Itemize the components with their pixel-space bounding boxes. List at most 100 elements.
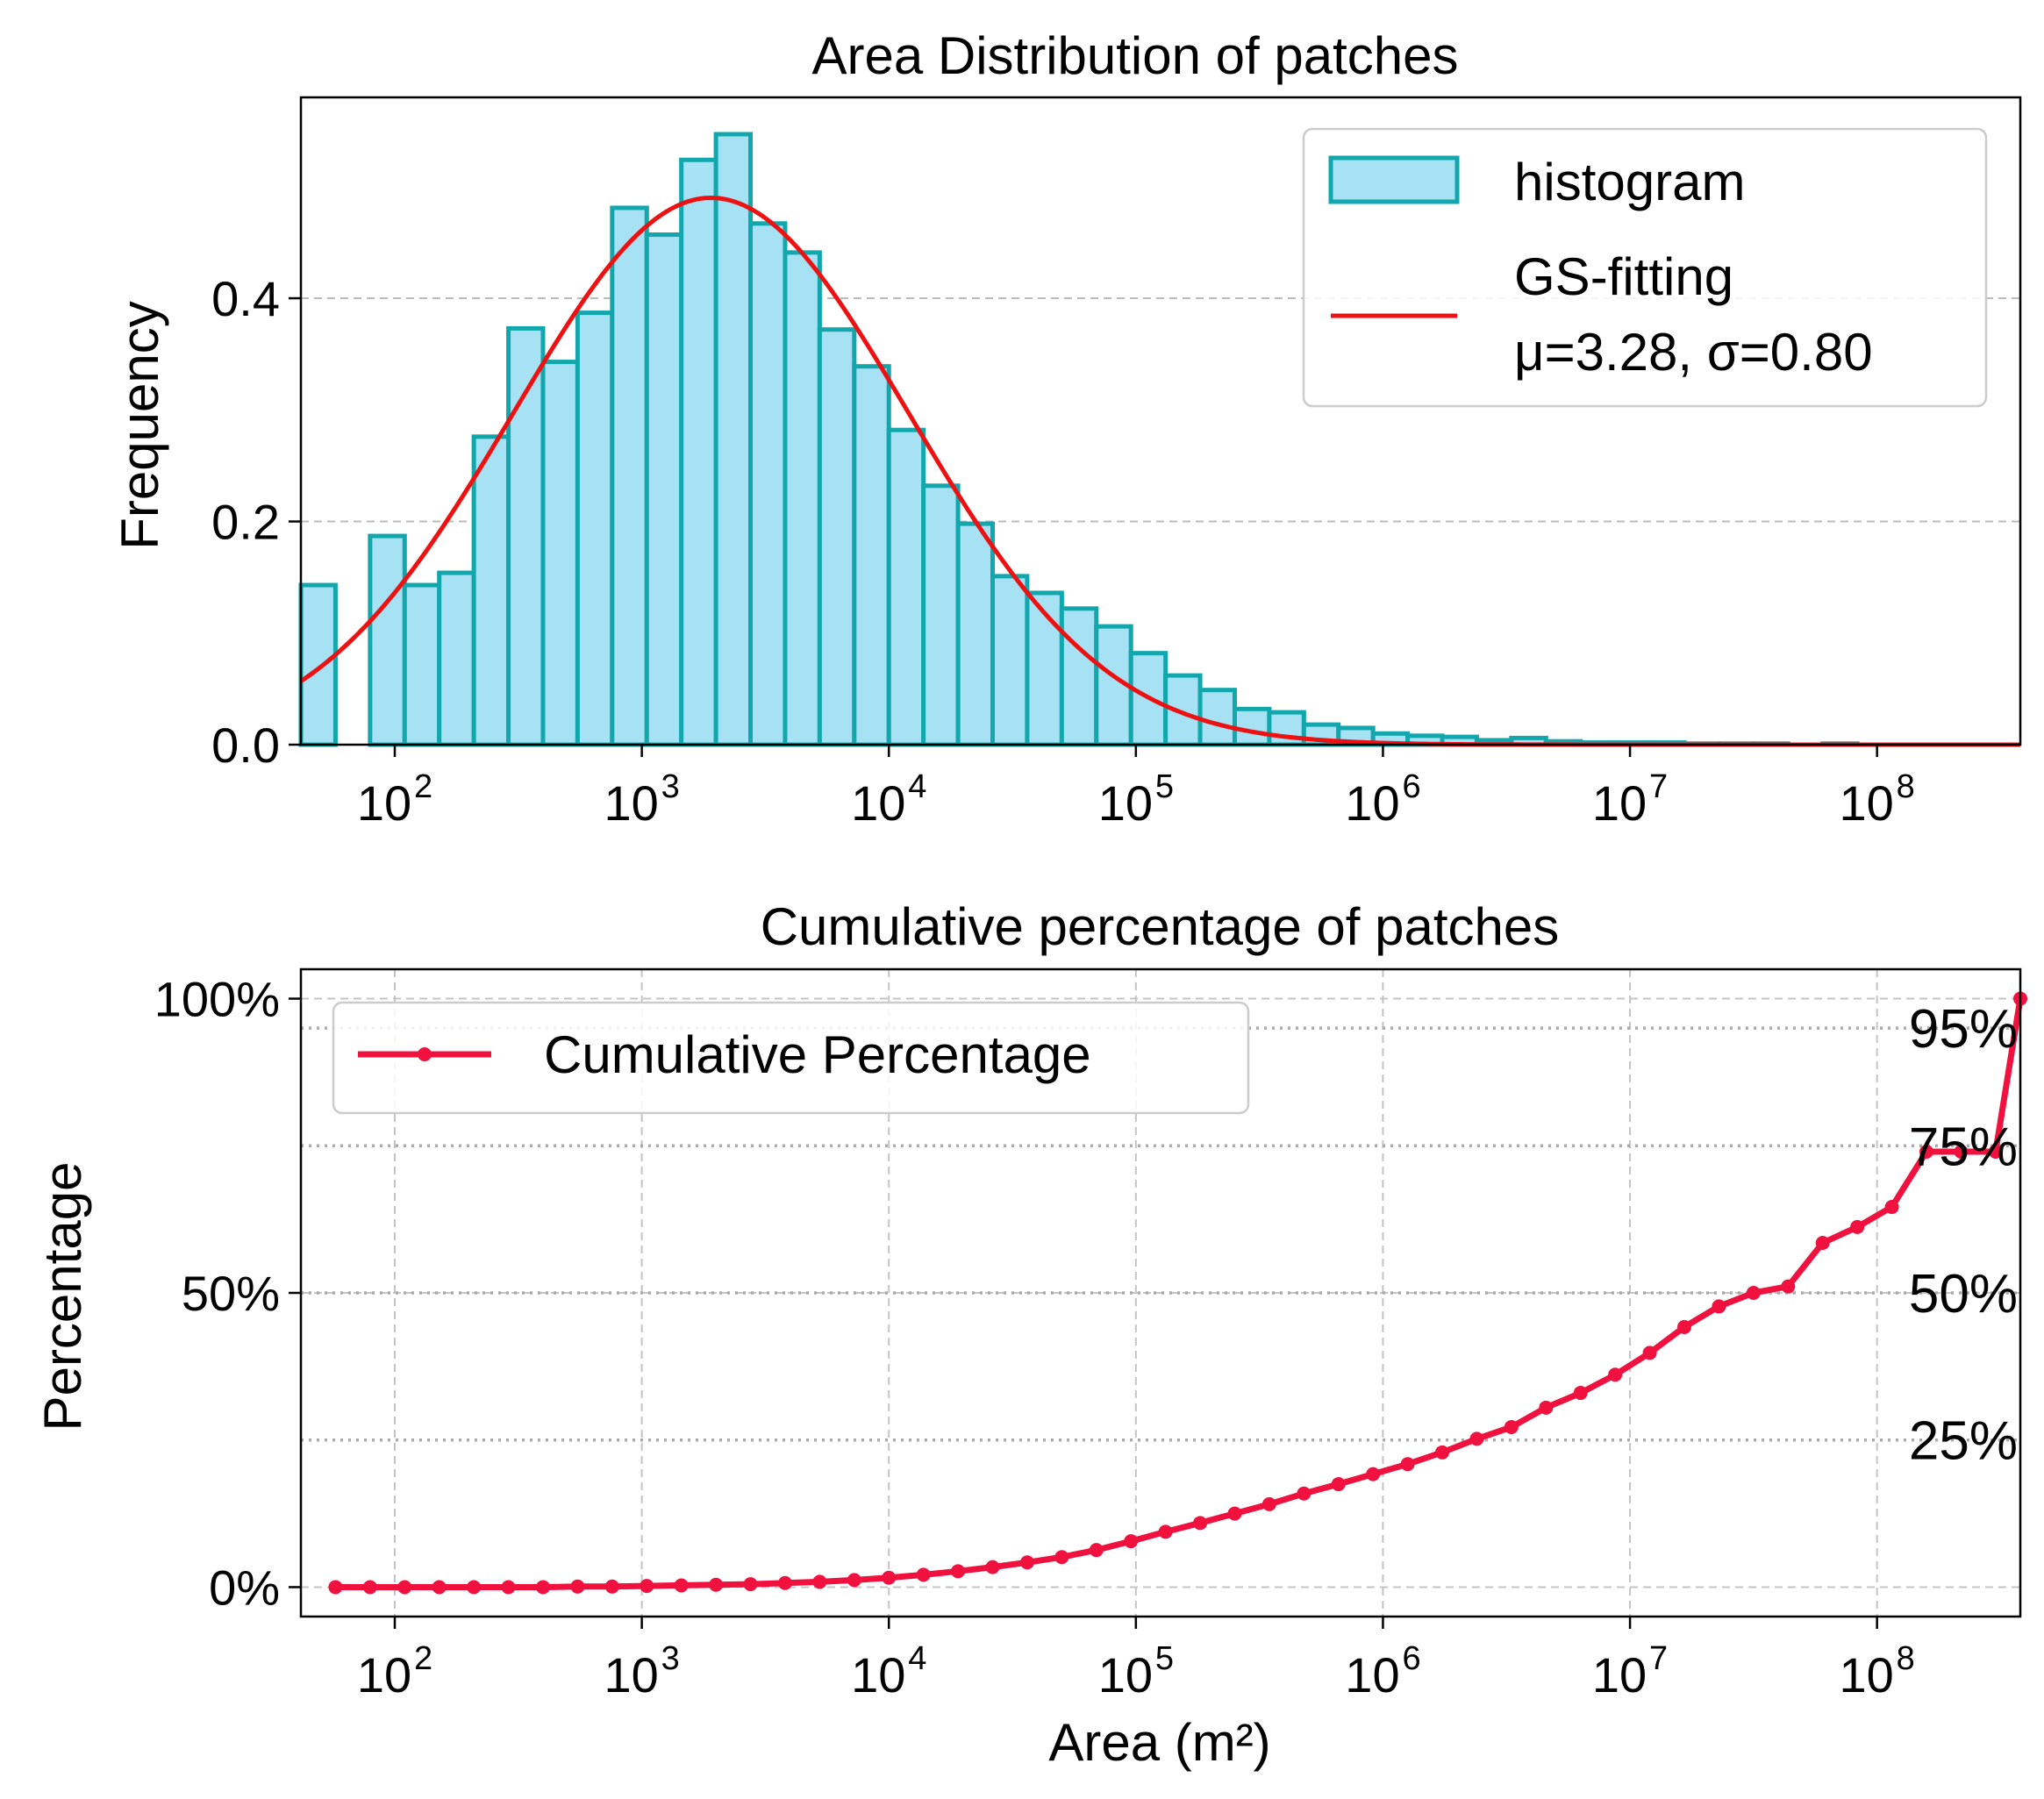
y-tick-label: 100%: [154, 972, 280, 1027]
cumulative-point: [1919, 1144, 1933, 1159]
cumulative-point: [535, 1580, 550, 1595]
cumulative-point: [1988, 1144, 2003, 1159]
reference-label: 75%: [1909, 1117, 2018, 1177]
cumulative-point: [709, 1577, 724, 1592]
cumulative-point: [1712, 1299, 1726, 1314]
cumulative-point: [640, 1579, 654, 1594]
reference-labels: 95% 75% 50% 25%: [1909, 999, 2018, 1472]
cumulative-point: [1815, 1235, 1830, 1250]
cumulative-y-ticks: 0% 50% 100%: [154, 972, 301, 1615]
histogram-bar: [298, 582, 338, 747]
x-axis-label: Area (m²): [1048, 1713, 1270, 1772]
cumulative-point: [362, 1580, 377, 1595]
x-tick-label: 10: [604, 775, 658, 831]
reference-label: 50%: [1909, 1264, 2018, 1324]
cumulative-point: [1504, 1419, 1519, 1434]
x-tick-label: 10: [1345, 775, 1399, 831]
cumulative-point: [743, 1577, 758, 1592]
histogram-bar: [783, 250, 822, 747]
legend-histogram-swatch: [1328, 155, 1460, 204]
x-tick-label: 10: [1592, 1647, 1647, 1703]
x-tick-exponent: 2: [414, 1640, 432, 1677]
histogram-bar: [852, 364, 891, 747]
cumulative-point: [951, 1564, 966, 1579]
cumulative-markers: [328, 991, 2027, 1595]
cumulative-point: [1539, 1400, 1554, 1415]
legend-fit-params: μ=3.28, σ=0.80: [1514, 323, 1873, 382]
cumulative-point: [1297, 1486, 1311, 1501]
histogram-bar: [471, 434, 511, 747]
histogram-y-axis-label: Frequency: [111, 301, 169, 549]
histogram-bar: [921, 483, 961, 747]
x-tick-label: 10: [851, 775, 905, 831]
histogram-bar: [610, 205, 649, 747]
cumulative-title: Cumulative percentage of patches: [761, 897, 1560, 956]
cumulative-legend: Cumulative Percentage: [332, 1001, 1250, 1115]
x-tick-exponent: 3: [661, 1640, 680, 1677]
histogram-bar: [748, 221, 788, 747]
cumulative-point: [1677, 1319, 1692, 1334]
cumulative-point: [1746, 1286, 1761, 1300]
histogram-bar: [368, 533, 407, 747]
cumulative-point: [1850, 1219, 1865, 1234]
x-tick-label: 10: [357, 775, 411, 831]
histogram-bar: [955, 521, 996, 747]
histogram-x-ticks: 10 2 10 3 10 4 10 5 10 6 10 7 10 8: [357, 745, 1915, 831]
cumulative-point: [674, 1578, 689, 1593]
cumulative-point: [432, 1580, 447, 1595]
cumulative-point: [1193, 1516, 1208, 1531]
cumulative-point: [604, 1579, 619, 1594]
x-tick-exponent: 6: [1402, 768, 1420, 805]
reference-label: 95%: [1909, 999, 2018, 1060]
cumulative-point: [1124, 1534, 1139, 1549]
x-tick-label: 10: [604, 1647, 658, 1703]
cumulative-point: [397, 1580, 412, 1595]
histogram-bar: [679, 157, 718, 747]
cumulative-point: [501, 1580, 516, 1595]
histogram-y-ticks: 0.0 0.2 0.4: [211, 271, 301, 773]
x-tick-exponent: 5: [1155, 768, 1174, 805]
histogram-bar: [644, 232, 684, 747]
cumulative-point: [1608, 1367, 1623, 1382]
x-tick-exponent: 4: [908, 768, 926, 805]
x-tick-label: 10: [1098, 1647, 1153, 1703]
legend-marker-swatch: [418, 1047, 432, 1061]
histogram-bar: [1059, 606, 1099, 747]
legend-histogram-label: histogram: [1514, 153, 1745, 211]
x-tick-label: 10: [1345, 1647, 1399, 1703]
x-tick-exponent: 3: [661, 768, 680, 805]
cumulative-point: [847, 1573, 861, 1588]
cumulative-point: [916, 1567, 931, 1582]
legend-cumulative-label: Cumulative Percentage: [544, 1025, 1091, 1084]
x-tick-exponent: 5: [1155, 1640, 1174, 1677]
y-tick-label: 0.2: [211, 495, 280, 550]
cumulative-x-ticks: 10 2 10 3 10 4 10 5 10 6 10 7 10 8: [357, 1617, 1915, 1703]
x-tick-exponent: 7: [1649, 1640, 1668, 1677]
cumulative-point: [1331, 1477, 1346, 1492]
cumulative-point: [985, 1560, 1000, 1574]
cumulative-point: [1227, 1506, 1242, 1521]
legend-fit-label: GS-fitting: [1514, 247, 1733, 306]
histogram-bar: [540, 360, 580, 747]
x-tick-exponent: 6: [1402, 1640, 1420, 1677]
cumulative-point: [1261, 1496, 1276, 1511]
cumulative-point: [1884, 1200, 1899, 1215]
cumulative-point: [1158, 1524, 1173, 1539]
x-tick-label: 10: [1840, 775, 1894, 831]
cumulative-point: [1573, 1386, 1588, 1401]
y-tick-label: 0.4: [211, 271, 280, 326]
x-tick-label: 10: [357, 1647, 411, 1703]
histogram-bar: [990, 574, 1030, 747]
cumulative-point: [1054, 1550, 1069, 1565]
cumulative-y-axis-label: Percentage: [33, 1162, 92, 1431]
cumulative-panel: Cumulative percentage of patches 0% 50% 10…: [33, 897, 2027, 1772]
cumulative-point: [1435, 1445, 1450, 1460]
legend-box: [1302, 127, 1988, 408]
histogram-bar: [575, 311, 615, 747]
y-tick-label: 50%: [182, 1266, 280, 1321]
reference-label: 25%: [1909, 1411, 2018, 1472]
histogram-legend: histogram GS-fitting μ=3.28, σ=0.80: [1302, 127, 1988, 408]
x-tick-exponent: 8: [1897, 1640, 1915, 1677]
x-tick-exponent: 2: [414, 768, 432, 805]
